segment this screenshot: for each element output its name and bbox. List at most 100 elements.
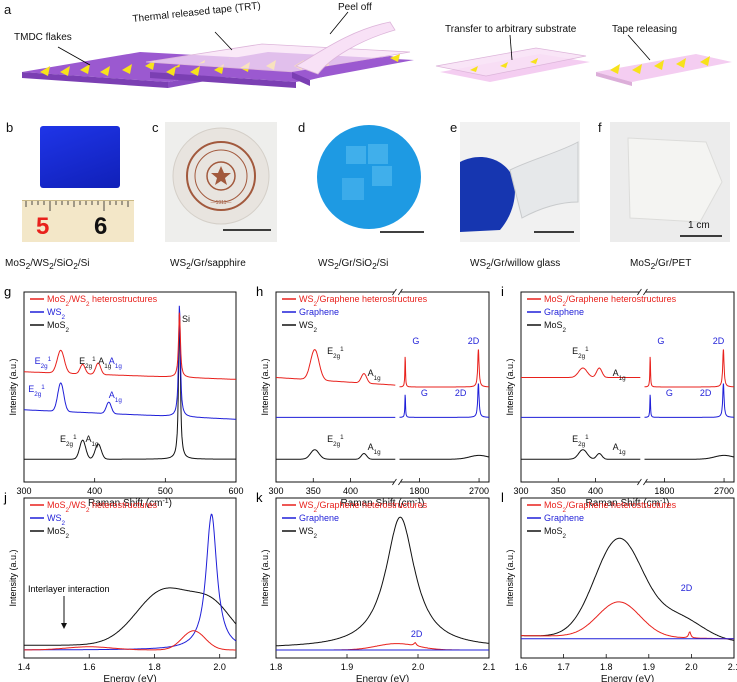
x-tick-label: 2700 (469, 486, 489, 496)
x-axis-label: Energy (eV) (356, 674, 409, 682)
peak-label: A1g (368, 368, 382, 382)
peak-label: E2g1 (327, 346, 344, 360)
series-hetero (644, 349, 734, 388)
annotation-interlayer: Interlayer interaction (28, 584, 110, 594)
axis-break (639, 290, 646, 294)
x-axis-label: Raman Shift (cm-1) (340, 498, 424, 510)
peak-label: G (412, 336, 419, 346)
ruler: 5 6 (22, 200, 134, 242)
panel-letter-k: k (256, 490, 263, 505)
chart-l: l Intensity (a.u.) Energy (eV) MoS2/Graphen… (501, 490, 737, 682)
ruler-5: 5 (36, 213, 50, 240)
peak-label: Si (182, 314, 190, 324)
x-tick-label: 2.0 (412, 662, 425, 672)
seal-year: —1911— (211, 200, 232, 206)
peak-label: E2g1 (28, 384, 45, 398)
x-tick-label: 1.4 (18, 662, 31, 672)
axis-break-mark (392, 478, 397, 486)
panel-letter-e: e (450, 120, 458, 135)
peak-label: 2D (455, 388, 467, 398)
x-tick-label: 600 (228, 486, 243, 496)
x-axis-label: Raman Shift (cm-1) (585, 498, 669, 510)
chart-j: j Intensity (a.u.) Energy (eV) MoS2/WS2 het… (3, 490, 237, 682)
peak-label: E2g1 (572, 434, 589, 448)
x-axis-label: Energy (eV) (601, 674, 654, 682)
x-tick-label: 1.6 (83, 662, 96, 672)
caption-e: WS2/Gr/willow glass (470, 258, 561, 271)
legend-entry: Graphene (299, 513, 339, 523)
chart-i: i Intensity (a.u.) Raman Shift (cm-1) MoS2/… (501, 284, 735, 510)
x-tick-label: 1.8 (148, 662, 161, 672)
panel-letter-i: i (501, 284, 504, 299)
panel-letter-a: a (4, 2, 12, 17)
plot-frame (23, 497, 237, 659)
x-tick-label: 1.9 (643, 662, 656, 672)
peak-label: A1g (98, 356, 112, 370)
panel-letter-h: h (256, 284, 263, 299)
chart-k: k Intensity (a.u.) Energy (eV) WS2/Graphene… (256, 490, 495, 682)
axis-break-mark (637, 478, 642, 486)
x-tick-label: 1.6 (515, 662, 528, 672)
series-hetero (24, 312, 236, 380)
peak-label: E2g1 (79, 356, 96, 370)
legend-entry: Graphene (299, 307, 339, 317)
legend-entry: WS2/Graphene heterostructures (299, 294, 428, 308)
axis-break-mark (637, 288, 642, 296)
legend-entry: MoS2/Graphene heterostructures (544, 294, 677, 308)
peak-label: 2D (713, 336, 725, 346)
legend-entry: WS2 (47, 307, 66, 321)
chart-h: h Intensity (a.u.) Raman Shift (cm-1) WS2/G… (256, 284, 490, 510)
x-tick-label: 1.9 (341, 662, 354, 672)
y-axis-label: Intensity (a.u.) (260, 358, 270, 415)
scale-bar-label: 1 cm (688, 220, 710, 231)
legend-entry: Graphene (544, 307, 584, 317)
annotation-2d: 2D (411, 629, 423, 639)
x-tick-label: 2.1 (483, 662, 496, 672)
series-tmd (399, 454, 490, 460)
x-tick-label: 2.1 (728, 662, 737, 672)
x-tick-label: 350 (551, 486, 566, 496)
x-tick-label: 350 (306, 486, 321, 496)
peak-label: E2g1 (60, 434, 77, 448)
step-label-peel: Peel off (338, 2, 372, 13)
photo-c: —1911— (165, 122, 277, 242)
legend-entry: MoS2/Graphene heterostructures (544, 500, 677, 514)
y-axis-label: Intensity (a.u.) (8, 358, 18, 415)
legend-entry: WS2 (299, 320, 318, 334)
legend-entry: MoS2 (544, 320, 567, 334)
peak-label: E2g1 (327, 434, 344, 448)
axis-break (394, 290, 401, 294)
x-tick-label: 1800 (654, 486, 674, 496)
legend-entry: WS2/Graphene heterostructures (299, 500, 428, 514)
peak-label: A1g (613, 442, 627, 456)
panel-letter-l: l (501, 490, 504, 505)
axis-break-mark (398, 288, 403, 296)
x-tick-label: 2.0 (685, 662, 698, 672)
step3-peel (292, 11, 400, 86)
peak-label: G (657, 336, 664, 346)
caption-c: WS2/Gr/sapphire (170, 258, 246, 271)
caption-b: MoS2/WS2/SiO2/Si (5, 258, 90, 271)
peak-label: A1g (85, 434, 99, 448)
y-axis-label: Intensity (a.u.) (8, 549, 18, 606)
y-axis-label: Intensity (a.u.) (505, 549, 515, 606)
photo-e (460, 122, 580, 242)
legend-entry: MoS2 (47, 526, 70, 540)
series-hetero (276, 349, 396, 386)
series-graphene (399, 383, 489, 418)
step-label-release: Tape releasing (612, 24, 678, 35)
panel-letter-j: j (3, 490, 7, 505)
series-hetero (24, 630, 236, 651)
x-tick-label: 1800 (409, 486, 429, 496)
x-tick-label: 400 (87, 486, 102, 496)
plot-frame (275, 497, 490, 659)
axis-break (639, 480, 646, 484)
photo-f: 1 cm (610, 122, 730, 242)
peak-label: A1g (613, 368, 627, 382)
series-graphene (644, 383, 734, 418)
y-axis-label: Intensity (a.u.) (260, 549, 270, 606)
axis-break-mark (392, 288, 397, 296)
peak-label: A1g (109, 390, 123, 404)
step-label-transfer: Transfer to arbitrary substrate (445, 24, 577, 35)
axis-break (394, 480, 401, 484)
